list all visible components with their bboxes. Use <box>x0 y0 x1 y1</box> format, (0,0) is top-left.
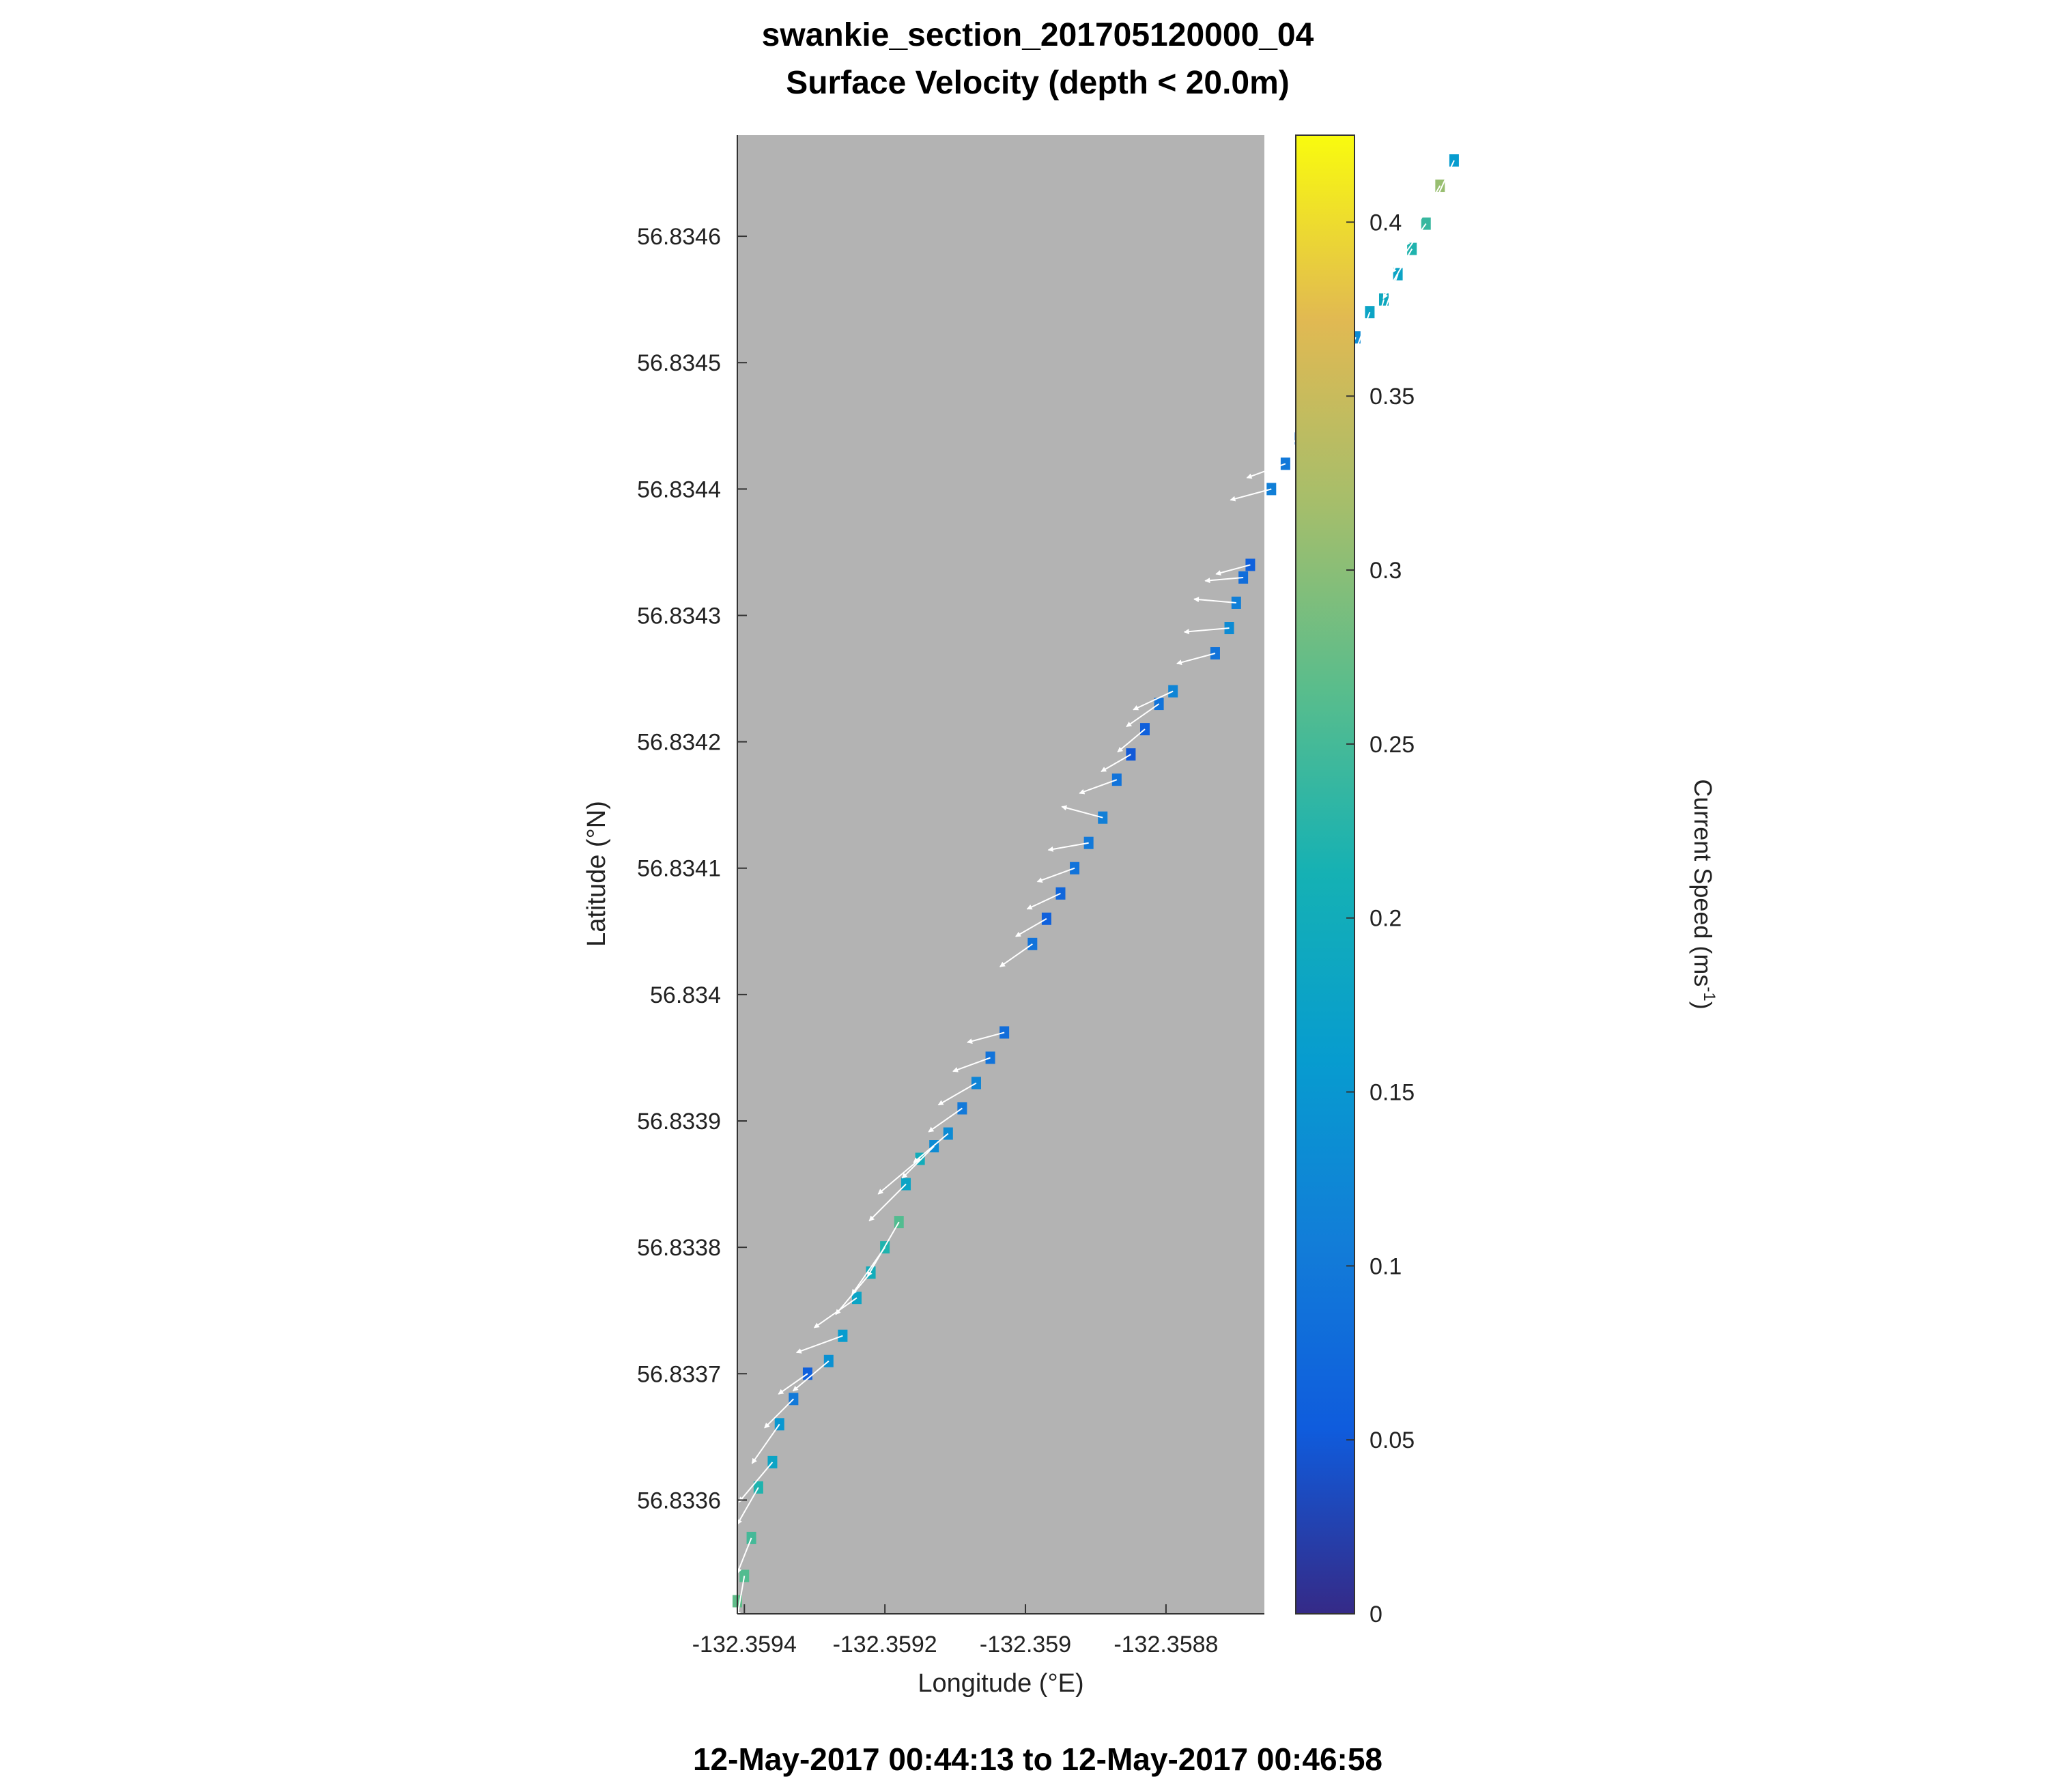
velocity-arrow <box>1230 488 1272 502</box>
colorbar-ticks: 0 0.05 0.1 0.15 0.2 0.25 0.3 0.35 0.4 <box>1346 210 1415 1627</box>
velocity-arrow <box>1404 185 1441 247</box>
plot-area <box>737 135 1264 1614</box>
velocity-arrow <box>1176 653 1216 666</box>
time-range-label: 12-May-2017 00:44:13 to 12-May-2017 00:4… <box>693 1741 1382 1777</box>
velocity-arrow <box>1379 274 1399 324</box>
velocity-arrow <box>778 1373 808 1395</box>
velocity-arrow <box>1133 690 1174 711</box>
velocity-arrow <box>952 1057 991 1072</box>
velocity-arrow <box>738 1462 774 1503</box>
colorbar-tick-label: 0 <box>1370 1602 1382 1627</box>
velocity-arrow <box>1391 223 1427 274</box>
chart-title-line2: Surface Velocity (depth < 20.0m) <box>786 65 1290 101</box>
y-tick-label: 56.8338 <box>637 1235 721 1261</box>
velocity-arrow <box>1183 627 1230 635</box>
velocity-arrow <box>1061 805 1103 819</box>
velocity-arrow <box>1204 576 1244 584</box>
velocity-arrow <box>751 1423 780 1464</box>
velocity-arrow <box>737 1487 759 1525</box>
y-ticks: 56.8336 56.8337 56.8338 56.8339 56.834 56.834… <box>637 224 747 1513</box>
y-tick-label: 56.8337 <box>637 1361 721 1387</box>
velocity-arrow <box>764 1398 795 1429</box>
y-tick-label: 56.834 <box>650 982 721 1008</box>
velocity-arrow <box>1215 564 1251 575</box>
colorbar-tick-label: 0.2 <box>1370 906 1402 932</box>
velocity-arrow <box>1382 248 1413 300</box>
velocity-arrow <box>1047 842 1089 852</box>
velocity-arrow <box>1026 892 1061 910</box>
colorbar-tick-label: 0.4 <box>1370 210 1402 236</box>
velocity-arrow <box>735 1576 746 1617</box>
x-tick-label: -132.3588 <box>1113 1632 1218 1658</box>
velocity-arrow <box>866 1221 900 1277</box>
y-tick-label: 56.8342 <box>637 730 721 756</box>
velocity-arrow <box>792 1360 829 1392</box>
colorbar-tick-label: 0.3 <box>1370 558 1402 584</box>
colorbar-label-end: ) <box>1689 1001 1717 1010</box>
velocity-arrow <box>937 1082 977 1106</box>
x-tick-label: -132.3594 <box>692 1632 797 1658</box>
y-tick-label: 56.8341 <box>637 856 721 882</box>
y-tick-label: 56.8346 <box>637 224 721 250</box>
velocity-arrow <box>928 1107 963 1133</box>
chart-title-line1: swankie_section_201705120000_04 <box>762 17 1314 53</box>
x-tick-label: -132.359 <box>980 1632 1071 1658</box>
velocity-arrow <box>868 1183 907 1222</box>
colorbar-label-main: Current Speed (ms <box>1689 779 1717 986</box>
velocity-arrow <box>1117 728 1146 753</box>
velocity-arrow <box>877 1158 921 1195</box>
x-ticks: -132.3594 -132.3592 -132.359 -132.3588 <box>692 1604 1218 1658</box>
y-tick-label: 56.8344 <box>637 477 721 502</box>
velocity-arrow <box>999 943 1033 967</box>
y-tick-label: 56.8345 <box>637 350 721 376</box>
velocity-arrow <box>1015 918 1047 937</box>
colorbar-tick-label: 0.1 <box>1370 1253 1402 1279</box>
colorbar-tick-label: 0.15 <box>1370 1080 1415 1106</box>
colorbar-label-sup: -1 <box>1700 986 1718 1001</box>
velocity-arrow <box>1193 597 1236 603</box>
colorbar-tick-label: 0.35 <box>1370 384 1415 410</box>
velocity-arrow <box>1126 703 1160 728</box>
velocity-arrow <box>736 1537 752 1574</box>
velocity-arrow <box>1246 463 1286 479</box>
velocity-arrow <box>1432 160 1455 206</box>
velocity-arrow <box>913 1133 949 1163</box>
velocity-arrow <box>1368 299 1385 352</box>
velocity-arrow <box>1101 754 1131 772</box>
y-axis-label: Latitude (°N) <box>582 801 611 947</box>
colorbar-tick-label: 0.25 <box>1370 732 1415 758</box>
y-tick-label: 56.8336 <box>637 1488 721 1513</box>
x-tick-label: -132.3592 <box>833 1632 937 1658</box>
velocity-arrow <box>1264 438 1300 459</box>
velocity-arrow <box>1036 867 1075 883</box>
velocity-arrow <box>1079 779 1118 795</box>
y-tick-label: 56.8339 <box>637 1109 721 1135</box>
velocity-arrow <box>967 1032 1005 1044</box>
colorbar <box>1295 134 1355 1615</box>
velocity-arrow <box>795 1335 843 1354</box>
x-axis-label: Longitude (°E) <box>918 1669 1083 1698</box>
colorbar-label: Current Speed (ms-1) <box>1689 779 1718 1009</box>
colorbar-tick-label: 0.05 <box>1370 1427 1415 1453</box>
y-tick-label: 56.8343 <box>637 603 721 629</box>
